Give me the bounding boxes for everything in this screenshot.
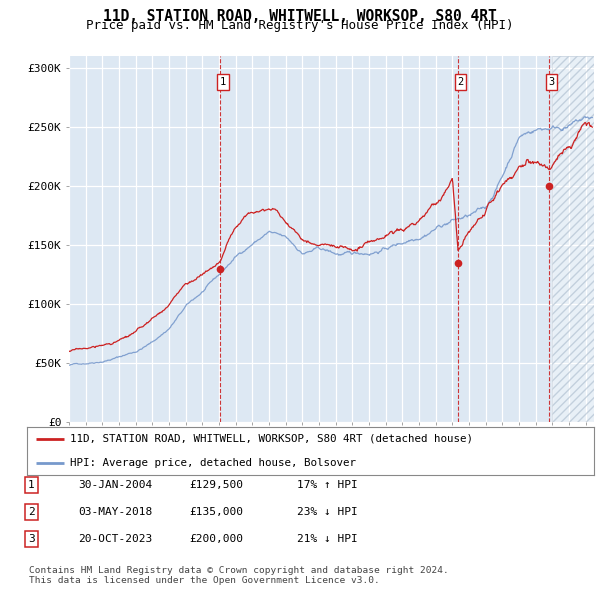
Text: Price paid vs. HM Land Registry's House Price Index (HPI): Price paid vs. HM Land Registry's House … xyxy=(86,19,514,32)
Text: £135,000: £135,000 xyxy=(189,507,243,517)
Text: 2: 2 xyxy=(28,507,35,517)
Bar xyxy=(553,56,594,422)
Text: 2: 2 xyxy=(457,77,464,87)
Text: 17% ↑ HPI: 17% ↑ HPI xyxy=(297,480,358,490)
Text: 21% ↓ HPI: 21% ↓ HPI xyxy=(297,535,358,544)
Text: Contains HM Land Registry data © Crown copyright and database right 2024.
This d: Contains HM Land Registry data © Crown c… xyxy=(29,566,449,585)
Text: £200,000: £200,000 xyxy=(189,535,243,544)
Text: 20-OCT-2023: 20-OCT-2023 xyxy=(78,535,152,544)
Text: 3: 3 xyxy=(28,535,35,544)
Text: 3: 3 xyxy=(548,77,554,87)
Text: 03-MAY-2018: 03-MAY-2018 xyxy=(78,507,152,517)
Text: HPI: Average price, detached house, Bolsover: HPI: Average price, detached house, Bols… xyxy=(70,458,356,468)
Bar xyxy=(553,56,594,422)
Text: 30-JAN-2004: 30-JAN-2004 xyxy=(78,480,152,490)
Text: 1: 1 xyxy=(220,77,226,87)
Text: 11D, STATION ROAD, WHITWELL, WORKSOP, S80 4RT: 11D, STATION ROAD, WHITWELL, WORKSOP, S8… xyxy=(103,9,497,24)
Text: 1: 1 xyxy=(28,480,35,490)
Text: 23% ↓ HPI: 23% ↓ HPI xyxy=(297,507,358,517)
Text: 11D, STATION ROAD, WHITWELL, WORKSOP, S80 4RT (detached house): 11D, STATION ROAD, WHITWELL, WORKSOP, S8… xyxy=(70,434,473,444)
Text: £129,500: £129,500 xyxy=(189,480,243,490)
